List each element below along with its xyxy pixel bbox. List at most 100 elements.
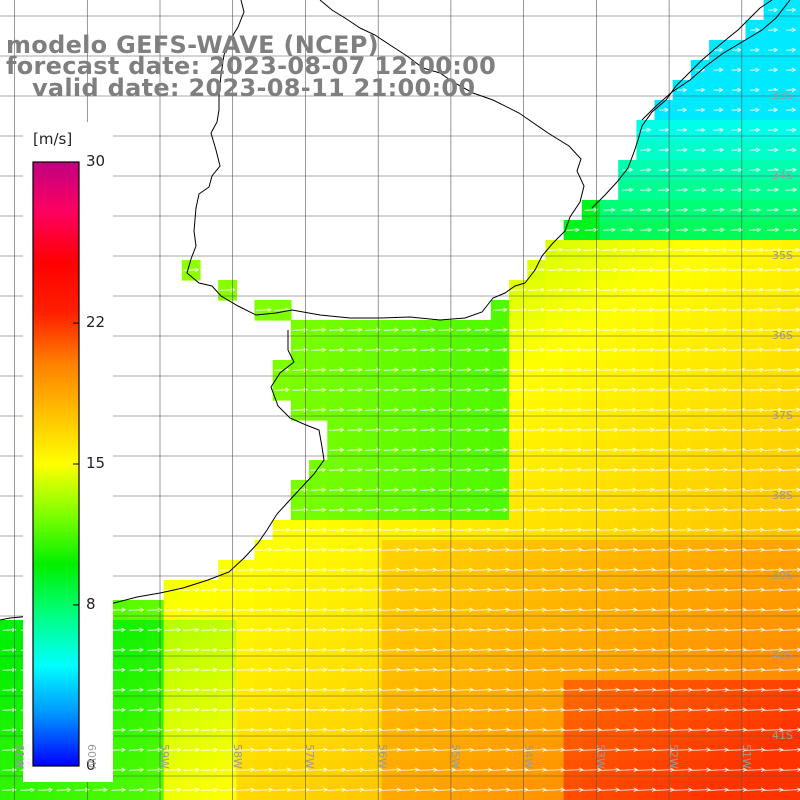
wind-arrow [327,567,346,573]
wind-arrow [781,567,800,573]
wind-arrow [399,687,420,693]
wind-arrow [709,347,728,353]
wind-arrow [347,487,363,493]
wind-arrow [273,527,291,533]
wind-arrow [492,407,508,413]
wind-arrow [327,787,347,793]
wind-arrow [544,707,565,713]
wind-arrow [474,347,490,353]
wind-arrow [766,227,780,233]
wind-arrow [690,587,711,593]
wind-arrow [474,467,490,473]
wind-arrow [490,647,511,653]
wind-arrow [780,687,800,693]
wind-arrow [383,507,399,513]
wind-arrow [508,767,529,773]
wind-arrow [563,587,583,593]
wind-arrow [399,667,420,673]
wind-arrow [785,187,798,193]
wind-arrow [782,267,800,273]
wind-arrow [399,787,420,793]
wind-arrow [490,747,511,753]
wind-arrow [672,627,693,633]
wind-arrow [436,567,456,573]
wind-arrow [726,747,748,753]
wind-arrow [309,727,328,733]
wind-arrow [418,627,438,633]
wind-arrow [329,447,345,453]
wind-arrow [420,347,436,353]
wind-arrow [528,267,546,273]
wind-arrow [762,747,784,753]
wind-arrow [329,327,345,333]
wind-arrow [618,347,637,353]
wind-arrow [744,607,766,613]
wind-arrow [490,767,511,773]
wind-arrow [786,87,797,93]
wind-arrow [763,487,783,493]
wind-arrow [182,587,200,593]
wind-arrow [292,367,309,373]
wind-arrow [767,127,779,133]
wind-arrow [763,467,783,473]
wind-arrow [672,587,693,593]
wind-arrow [731,127,743,133]
wind-arrow [2,727,17,733]
wind-arrow [618,387,637,393]
wind-arrow [617,767,639,773]
land-border [218,0,245,110]
wind-arrow [781,667,800,673]
wind-arrow [526,727,547,733]
wind-arrow [401,447,418,453]
wind-arrow [147,787,163,793]
wind-arrow [659,107,670,113]
wind-arrow [255,547,273,553]
wind-arrow [582,527,601,533]
wind-arrow [636,527,656,533]
wind-arrow [709,267,728,273]
wind-arrow [164,787,182,793]
wind-arrow [618,427,637,433]
wind-arrow [436,707,456,713]
wind-arrow [690,607,711,613]
wind-arrow [347,387,363,393]
wind-arrow [401,427,418,433]
wind-arrow [709,327,728,333]
wind-arrow [399,747,420,753]
wind-arrow [254,707,274,713]
wind-arrow [492,347,508,353]
wind-arrow [621,207,634,213]
wind-arrow [744,767,766,773]
wind-arrow [472,667,492,673]
wind-arrow [745,427,765,433]
wind-arrow [673,307,692,313]
wind-arrow [436,667,456,673]
wind-arrow [726,547,747,553]
wind-arrow [182,767,200,773]
wind-arrow [545,627,565,633]
wind-arrow [713,87,724,93]
wind-arrow [255,567,273,573]
wind-arrow [236,667,255,673]
wind-arrow [329,387,345,393]
lagoa-dos-patos [641,0,791,121]
wind-arrow [635,707,657,713]
colorbar-unit-label: [m/s] [33,130,73,148]
wind-arrow [731,47,742,53]
wind-arrow [708,607,729,613]
wind-arrow [727,427,746,433]
wind-arrow [709,307,728,313]
wind-arrow [383,347,399,353]
wind-arrow [727,527,747,533]
wind-arrow [381,747,402,753]
wind-arrow [546,267,564,273]
wind-arrow [454,747,474,753]
wind-arrow [365,487,381,493]
wind-arrow [763,447,783,453]
wind-arrow [694,207,707,213]
longitude-label: 53W [594,744,608,769]
longitude-label: 54W [521,744,535,769]
wind-arrow [763,387,783,393]
wind-arrow [526,687,547,693]
latitude-label: 40S [772,649,793,662]
